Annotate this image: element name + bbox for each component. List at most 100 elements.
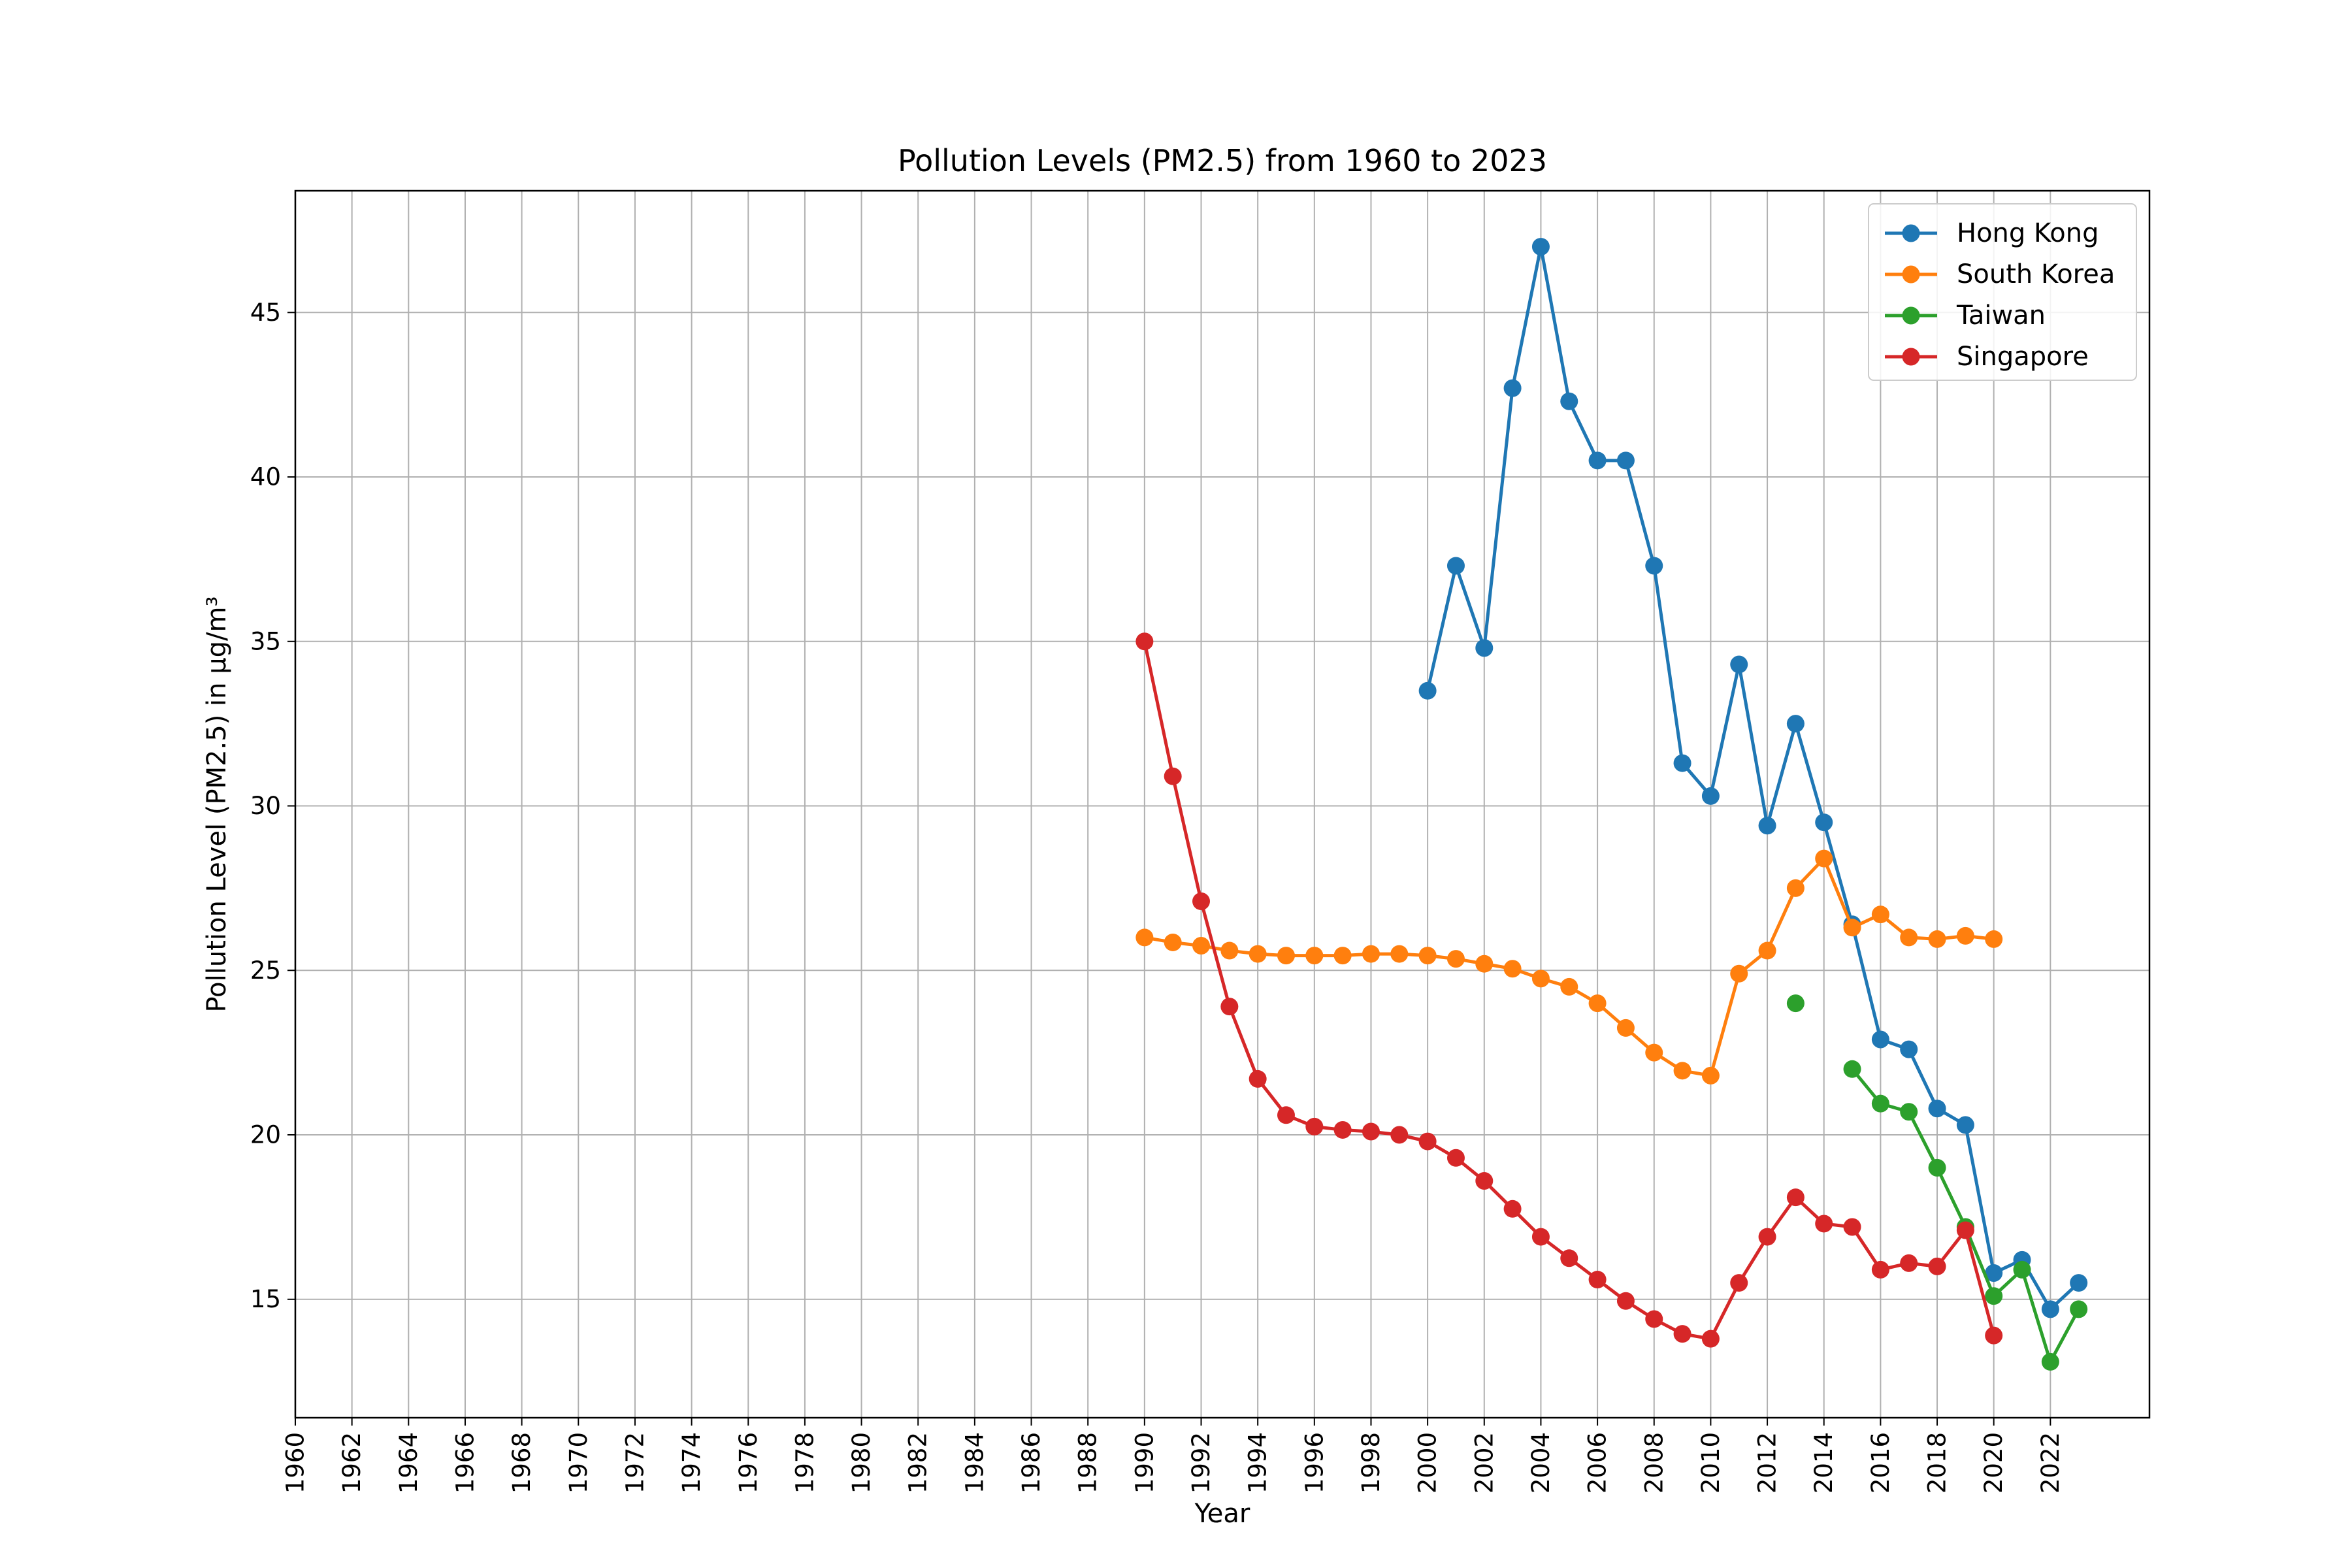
y-tick-label: 25: [250, 956, 281, 985]
data-point-hong-kong: [1956, 1116, 1974, 1134]
data-point-south-korea: [1164, 933, 1182, 951]
data-point-singapore: [1277, 1106, 1295, 1124]
data-point-south-korea: [1560, 977, 1578, 996]
data-point-taiwan: [1900, 1103, 1918, 1121]
data-point-taiwan: [2070, 1300, 2088, 1318]
data-point-south-korea: [1192, 936, 1211, 955]
legend-item-hong-kong: Hong Kong: [1885, 218, 2099, 248]
x-tick-label: 2012: [1754, 1432, 1782, 1494]
x-tick-label: 2016: [1867, 1432, 1895, 1494]
data-point-taiwan: [1928, 1158, 1946, 1177]
data-point-south-korea: [1843, 919, 1861, 937]
data-point-south-korea: [1928, 930, 1946, 948]
legend-item-taiwan: Taiwan: [1885, 301, 2046, 331]
legend-marker-south-korea: [1902, 265, 1920, 284]
data-point-singapore: [1843, 1218, 1861, 1236]
x-tick-label: 2018: [1923, 1432, 1952, 1494]
data-point-south-korea: [1616, 1019, 1635, 1037]
x-tick-label: 1982: [904, 1432, 932, 1494]
data-point-south-korea: [1758, 941, 1776, 960]
series-line-south-korea: [1144, 857, 1994, 1077]
x-tick-label: 2020: [1980, 1432, 2008, 1494]
data-point-south-korea: [1390, 945, 1409, 963]
x-tick-label: 1968: [508, 1432, 536, 1494]
legend-label-singapore: Singapore: [1957, 342, 2089, 372]
x-tick-label: 1988: [1074, 1432, 1102, 1494]
data-point-hong-kong: [1475, 639, 1494, 657]
x-tick-label: 1970: [564, 1432, 593, 1494]
data-point-south-korea: [1362, 945, 1380, 963]
data-point-singapore: [1758, 1228, 1776, 1246]
x-tick-label: 1976: [734, 1432, 762, 1494]
x-tick-label: 1966: [451, 1432, 479, 1494]
data-point-singapore: [1871, 1260, 1889, 1279]
data-point-south-korea: [1588, 994, 1607, 1013]
data-point-hong-kong: [1900, 1040, 1918, 1058]
data-point-south-korea: [1645, 1043, 1663, 1062]
chart-title: Pollution Levels (PM2.5) from 1960 to 20…: [898, 143, 1547, 178]
data-point-hong-kong: [1871, 1030, 1889, 1049]
series-line-taiwan: [1851, 1068, 2080, 1364]
series-singapore: [1135, 632, 2003, 1348]
grid-lines: [295, 191, 2149, 1418]
data-point-hong-kong: [1503, 379, 1522, 397]
data-point-south-korea: [1220, 941, 1239, 960]
data-point-singapore: [1645, 1310, 1663, 1328]
x-tick-label: 1980: [847, 1432, 875, 1494]
y-tick-label: 40: [250, 463, 281, 491]
data-point-singapore: [1418, 1132, 1437, 1151]
x-tick-label: 1964: [395, 1432, 423, 1494]
x-tick-label: 1998: [1357, 1432, 1385, 1494]
x-tick-label: 1986: [1017, 1432, 1045, 1494]
data-point-taiwan: [1843, 1060, 1861, 1078]
data-point-taiwan: [1871, 1094, 1889, 1113]
x-tick-label: 2004: [1527, 1432, 1555, 1494]
data-point-singapore: [1333, 1120, 1352, 1139]
data-point-hong-kong: [1560, 392, 1578, 410]
x-tick-label: 1992: [1187, 1432, 1215, 1494]
legend-marker-singapore: [1902, 348, 1920, 366]
x-tick-label: 2006: [1584, 1432, 1612, 1494]
x-tick-label: 2008: [1640, 1432, 1668, 1494]
data-point-south-korea: [1277, 947, 1295, 965]
y-axis-label: Pollution Level (PM2.5) in µg/m³: [202, 596, 232, 1012]
x-tick-label: 1990: [1130, 1432, 1158, 1494]
data-point-singapore: [1786, 1188, 1805, 1207]
data-point-hong-kong: [1673, 754, 1691, 772]
data-point-singapore: [1362, 1122, 1380, 1141]
data-point-singapore: [1900, 1254, 1918, 1272]
data-point-singapore: [1164, 767, 1182, 785]
data-point-singapore: [1305, 1117, 1324, 1135]
data-point-singapore: [1616, 1292, 1635, 1310]
legend-label-taiwan: Taiwan: [1956, 301, 2046, 331]
data-point-hong-kong: [1758, 817, 1776, 835]
data-point-singapore: [1701, 1330, 1720, 1348]
data-point-singapore: [1815, 1215, 1833, 1233]
data-point-singapore: [1503, 1200, 1522, 1218]
legend-item-singapore: Singapore: [1885, 342, 2089, 372]
y-tick-label: 15: [250, 1285, 281, 1313]
legend-label-hong-kong: Hong Kong: [1957, 218, 2099, 248]
data-point-singapore: [1192, 892, 1211, 911]
data-point-hong-kong: [1786, 715, 1805, 733]
legend-marker-hong-kong: [1902, 224, 1920, 242]
data-point-south-korea: [1871, 906, 1889, 924]
data-point-hong-kong: [1531, 238, 1550, 256]
data-point-singapore: [1730, 1274, 1748, 1292]
x-tick-label: 1972: [621, 1432, 649, 1494]
data-point-hong-kong: [1418, 681, 1437, 700]
data-point-south-korea: [1446, 950, 1465, 968]
x-axis-ticks: 1960 1962 1964 1966 1968 1970 1972 1974 1976 1978…: [282, 1418, 2065, 1494]
data-point-taiwan: [1786, 994, 1805, 1013]
data-point-south-korea: [1673, 1062, 1691, 1080]
data-point-hong-kong: [1815, 813, 1833, 832]
x-tick-label: 2014: [1810, 1432, 1838, 1494]
data-point-singapore: [1531, 1228, 1550, 1246]
data-point-singapore: [1560, 1249, 1578, 1267]
x-tick-label: 1984: [960, 1432, 988, 1494]
x-tick-label: 1974: [678, 1432, 706, 1494]
data-point-taiwan: [2013, 1260, 2031, 1279]
data-point-south-korea: [1305, 947, 1324, 965]
